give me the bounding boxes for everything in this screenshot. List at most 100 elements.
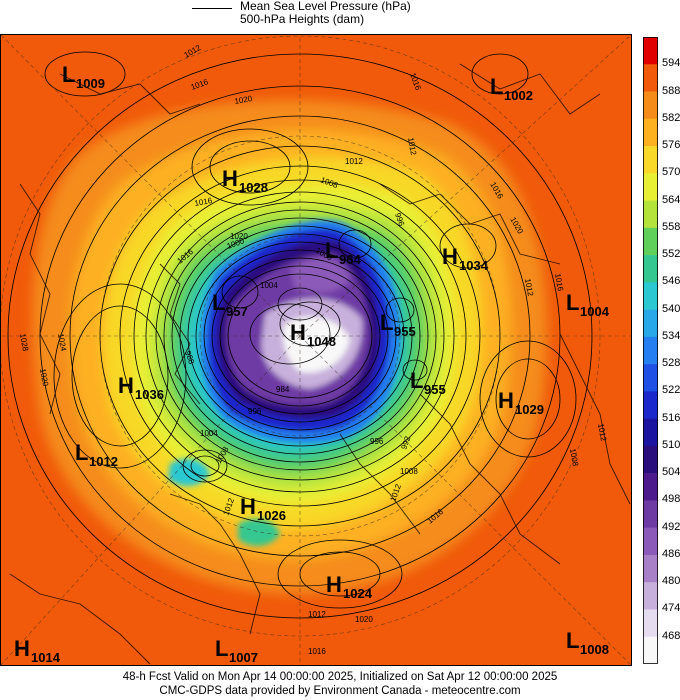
isobar-label: 1008	[400, 467, 418, 476]
colorbar-tick-label: 588	[662, 84, 680, 97]
colorbar-swatch	[643, 582, 658, 610]
colorbar-swatch	[643, 391, 658, 419]
pressure-center-low: L 1008	[566, 628, 609, 657]
isobar-label: 1012	[308, 610, 326, 619]
isobar-label: 1008	[568, 448, 580, 468]
colorbar-tick-label: 474	[662, 602, 680, 615]
colorbar-tick-label: 468	[662, 629, 680, 642]
pressure-center-letter: H	[14, 636, 30, 661]
colorbar-swatch	[643, 445, 658, 474]
colorbar-swatch	[643, 227, 658, 256]
pressure-center-letter: H	[240, 494, 256, 519]
heights-legend-label: 500-hPa Heights (dam)	[240, 12, 365, 26]
colorbar-swatch	[643, 64, 658, 92]
pressure-center-low: L 1002	[490, 74, 533, 103]
colorbar-tick-label: 486	[662, 547, 680, 560]
pressure-center-low: L 955	[380, 310, 416, 339]
colorbar-swatch	[643, 527, 658, 556]
isobar-label: 1004	[200, 429, 218, 438]
isobar-label: 996	[370, 437, 384, 446]
isobar-label: 996	[393, 212, 406, 228]
pressure-center-high: H 1034	[442, 244, 489, 273]
colorbar-tick-label: 516	[662, 411, 680, 424]
isobar-label: 1020	[234, 94, 254, 106]
colorbar-swatch	[643, 336, 658, 365]
colorbar-tick-label: 594	[662, 57, 680, 70]
pressure-center-value: 955	[424, 382, 446, 397]
mslp-legend-label: Mean Sea Level Pressure (hPa)	[240, 0, 411, 13]
pressure-center-letter: L	[325, 238, 338, 263]
isobar-label: 1012	[523, 278, 535, 298]
isobar-label: 1012	[596, 423, 608, 443]
colorbar-tick-label: 552	[662, 248, 680, 261]
colorbar-swatch	[643, 91, 658, 120]
colorbar-tick-label: 576	[662, 139, 680, 152]
pressure-center-value: 1028	[239, 180, 268, 195]
pressure-center-value: 1012	[89, 454, 118, 469]
colorbar-swatch	[643, 609, 658, 638]
pressure-center-value: 1034	[459, 258, 489, 273]
pressure-center-high: H 1048	[290, 320, 336, 349]
forecast-valid-text: 48-h Fcst Valid on Mon Apr 14 00:00:00 2…	[122, 671, 558, 683]
isobar-label: 1016	[553, 273, 565, 293]
colorbar-swatch	[643, 364, 658, 392]
isobar-label: 1020	[230, 232, 248, 241]
pressure-center-letter: L	[566, 628, 579, 653]
colorbar-tick-label: 528	[662, 357, 680, 370]
pressure-center-letter: H	[442, 244, 458, 269]
pressure-center-value: 1008	[580, 642, 609, 657]
colorbar-tick-label: 480	[662, 575, 680, 588]
map-frame	[0, 34, 632, 666]
pressure-center-low: L 964	[325, 238, 361, 267]
colorbar-swatch	[643, 309, 658, 338]
footer: 48-h Fcst Valid on Mon Apr 14 00:00:00 2…	[0, 670, 680, 698]
colorbar-tick-label: 540	[662, 302, 680, 315]
colorbar-tick-label: 558	[662, 220, 680, 233]
isobar-label: 1016	[194, 196, 214, 208]
pressure-center-value: 1029	[515, 402, 544, 417]
pressure-center-letter: L	[212, 290, 225, 315]
colorbar-tick-label: 570	[662, 166, 680, 179]
isobar-label: 1012	[406, 137, 418, 157]
isobar-label: 1020	[38, 368, 50, 388]
pressure-center-letter: L	[75, 440, 88, 465]
colorbar-tick-label: 534	[662, 329, 680, 342]
pressure-center-letter: H	[290, 320, 306, 345]
legend-header: Mean Sea Level Pressure (hPa) 500-hPa He…	[0, 0, 680, 34]
weather-map: 1012101610201016101210081016102010121016…	[0, 34, 632, 666]
isobar-label: 992	[399, 435, 412, 451]
pressure-center-letter: L	[410, 368, 423, 393]
pressure-center-value: 964	[339, 252, 361, 267]
colorbar-swatch	[643, 500, 658, 528]
pressure-center-low: L 1007	[215, 636, 258, 665]
colorbar-swatch	[643, 37, 658, 65]
pressure-center-value: 1026	[257, 508, 286, 523]
pressure-center-letter: H	[498, 388, 514, 413]
colorbar-tick-label: 498	[662, 493, 680, 506]
isobar-label: 1020	[355, 615, 373, 624]
pressure-center-value: 955	[394, 324, 416, 339]
isobar-label: 1012	[345, 157, 363, 166]
colorbar-tick-label: 582	[662, 111, 680, 124]
pressure-center-low: L 1012	[75, 440, 118, 469]
pressure-center-value: 1002	[504, 88, 533, 103]
colorbar	[643, 37, 658, 664]
pressure-center-low: L 955	[410, 368, 446, 397]
pressure-center-low: L 1004	[566, 290, 610, 319]
pressure-center-value: 1014	[31, 650, 61, 665]
isobar-label: 1016	[308, 647, 326, 656]
coastlines	[9, 63, 631, 665]
pressure-center-letter: L	[490, 74, 503, 99]
pressure-center-letter: H	[118, 373, 134, 398]
colorbar-swatch	[643, 200, 658, 229]
colorbar-swatch	[643, 255, 658, 283]
colorbar-swatch	[643, 282, 658, 310]
colorbar-tick-label: 504	[662, 466, 680, 479]
isobar-label: 1028	[18, 333, 30, 353]
height-field	[0, 34, 632, 666]
pressure-center-letter: H	[326, 572, 342, 597]
pressure-center-letter: L	[380, 310, 393, 335]
isobar-label: 984	[276, 385, 290, 394]
pressure-center-value: 1009	[76, 76, 105, 91]
